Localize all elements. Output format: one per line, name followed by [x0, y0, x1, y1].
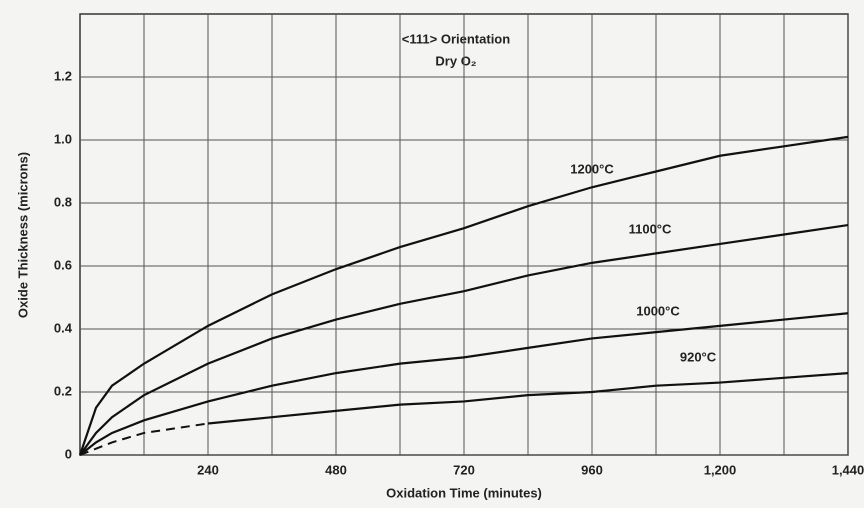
annotation: Dry O₂: [435, 53, 476, 68]
x-tick-label: 240: [197, 462, 219, 477]
x-tick-label: 960: [581, 462, 603, 477]
y-tick-label: 0.6: [54, 257, 72, 272]
x-tick-label: 720: [453, 462, 475, 477]
series-label: 1000°C: [636, 303, 680, 318]
annotation: <111> Orientation: [402, 31, 510, 46]
x-tick-label: 1,440: [832, 462, 864, 477]
series-label: 1200°C: [570, 161, 614, 176]
x-tick-label: 480: [325, 462, 347, 477]
x-tick-label: 1,200: [704, 462, 737, 477]
y-axis-title: Oxide Thickness (microns): [15, 152, 30, 318]
y-tick-label: 0.8: [54, 194, 72, 209]
chart: <111> Orientation Dry O₂ Oxidation Time …: [0, 0, 864, 508]
y-tick-label: 0.4: [54, 320, 73, 335]
y-tick-label: 1.2: [54, 68, 72, 83]
y-tick-label: 0: [65, 446, 72, 461]
background: [0, 0, 864, 508]
series-label: 1100°C: [629, 221, 672, 236]
x-axis-title: Oxidation Time (minutes): [386, 485, 542, 500]
y-tick-label: 1.0: [54, 131, 72, 146]
series-label: 920°C: [680, 349, 717, 364]
y-tick-label: 0.2: [54, 383, 72, 398]
